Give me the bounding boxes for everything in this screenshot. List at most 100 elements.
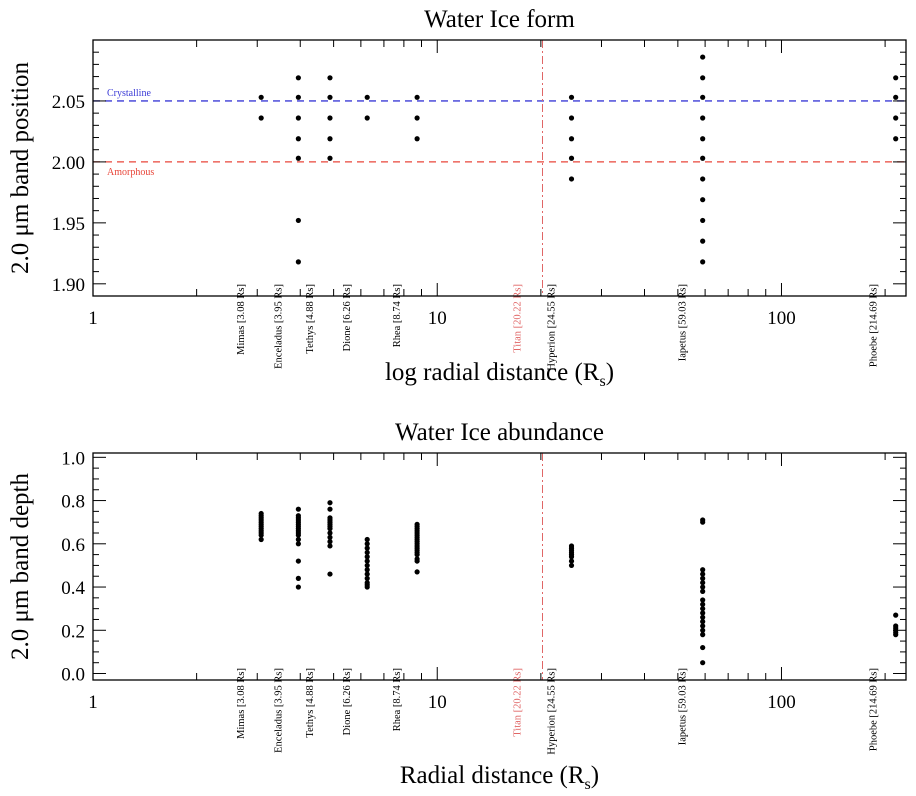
data-point-enceladus [295,155,301,161]
data-point-tethys [327,94,333,100]
data-point-dione [364,567,370,573]
data-point-dione [364,115,370,121]
data-point-iapetus [700,217,706,224]
moon-label-iapetus: Iapetus [59.03 Rs] [678,668,689,745]
y-tick-label: 0.0 [61,665,85,686]
data-point-tethys [327,136,333,142]
moon-label-mimas: Mimas [3.08 Rs] [236,668,247,739]
data-point-tethys [327,506,333,512]
x-axis-label: Radial distance (Rs) [400,762,599,793]
data-point-iapetus [700,580,706,586]
data-point-iapetus [700,115,706,121]
data-point-enceladus [295,136,301,142]
data-point-iapetus [700,136,706,142]
data-point-iapetus [700,259,706,265]
x-tick-label: 10 [428,692,447,713]
data-point-iapetus [700,567,706,573]
x-tick-label: 10 [428,308,447,329]
data-point-enceladus [295,536,301,543]
data-point-hyperion [568,136,575,142]
x-tick-label: 1 [88,692,98,713]
moon-label-tethys: Tethys [4.88 Rs] [305,284,316,354]
data-point-rhea [414,94,420,100]
y-tick-label: 2.00 [52,153,85,174]
titan-label: Titan [20.22 Rs] [513,668,524,737]
moon-label-tethys: Tethys [4.88 Rs] [305,668,316,738]
data-point-dione [364,94,370,100]
x-tick-label: 100 [767,692,796,713]
moon-label-enceladus: Enceladus [3.95 Rs] [273,284,284,369]
titan-label: Titan [20.22 Rs] [513,284,524,353]
data-point-tethys [327,571,333,577]
reference-label-crystalline: Crystalline [107,88,151,99]
data-point-enceladus [295,75,301,81]
data-point-tethys [327,115,333,121]
data-point-iapetus [700,606,706,612]
plot-frame [92,452,907,681]
data-point-hyperion [568,176,575,182]
data-point-phoebe [893,612,899,618]
data-point-iapetus [700,601,706,607]
data-point-rhea [414,115,420,121]
x-tick-label: 1 [88,308,98,329]
moon-label-enceladus: Enceladus [3.95 Rs] [273,668,284,753]
data-point-hyperion [568,562,575,569]
data-point-tethys [327,155,333,161]
data-point-enceladus [295,541,301,547]
data-point-dione [364,571,370,577]
data-point-iapetus [700,588,706,594]
plot-frame [92,39,907,297]
data-point-enceladus [295,94,301,100]
data-point-iapetus [700,632,706,638]
data-point-tethys [327,75,333,81]
data-point-mimas [258,510,264,517]
data-point-iapetus [700,571,706,577]
data-point-tethys [327,530,333,536]
chart-title: Water Ice form [424,6,575,33]
moon-label-mimas: Mimas [3.08 Rs] [236,284,247,355]
data-point-enceladus [295,115,301,121]
data-point-enceladus [295,513,301,519]
y-tick-label: 1.90 [52,275,85,296]
data-point-dione [364,580,370,586]
data-point-rhea [414,136,420,142]
data-point-hyperion [568,558,575,564]
data-point-dione [364,575,370,581]
y-tick-label: 0.8 [61,492,85,513]
data-point-iapetus [700,197,706,203]
moon-label-phoebe: Phoebe [214.69 Rs] [869,668,880,751]
data-point-dione [364,562,370,569]
data-point-tethys [327,539,333,545]
data-point-iapetus [700,94,706,100]
data-point-mimas [258,94,264,100]
moon-label-dione: Dione [6.26 Rs] [342,284,353,351]
data-point-dione [364,554,370,560]
data-point-iapetus [700,619,706,625]
data-point-iapetus [700,614,706,620]
data-point-iapetus [700,575,706,581]
data-point-mimas [258,536,264,543]
data-point-hyperion [568,543,575,549]
data-point-dione [364,541,370,547]
chart-title: Water Ice abundance [395,419,604,446]
data-point-iapetus [700,623,706,629]
data-point-enceladus [295,259,301,265]
moon-label-phoebe: Phoebe [214.69 Rs] [869,284,880,367]
data-point-dione [364,536,370,543]
data-point-iapetus [700,584,706,590]
data-point-iapetus [700,660,706,666]
data-point-iapetus [700,238,706,244]
data-point-iapetus [700,155,706,161]
data-point-iapetus [700,54,706,60]
chart-panel-ice-form: Water Ice form 2.0 μm band position log ra… [7,6,907,390]
data-point-dione [364,558,370,564]
moon-label-hyperion: Hyperion [24.55 Rs] [547,284,558,371]
data-point-hyperion [568,155,575,161]
y-tick-label: 1.0 [61,448,85,469]
data-point-iapetus [700,610,706,616]
moon-label-dione: Dione [6.26 Rs] [342,668,353,735]
data-point-iapetus [700,627,706,633]
data-point-iapetus [700,517,706,523]
data-point-tethys [327,515,333,521]
